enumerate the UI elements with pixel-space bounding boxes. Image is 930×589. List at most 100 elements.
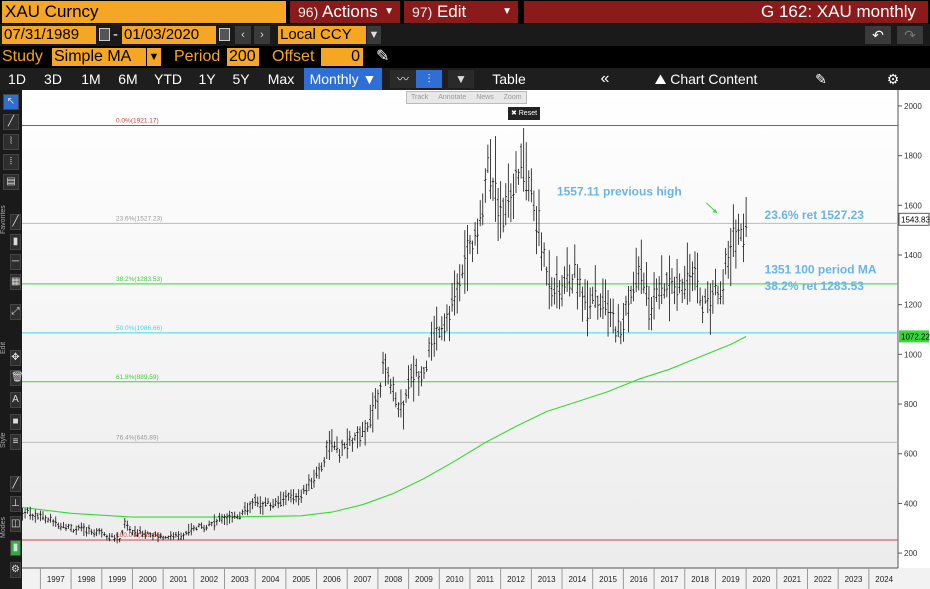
frequency-select[interactable]: Monthly ▼ (304, 68, 382, 90)
period-bar: 1D 3D 1M 6M YTD 1Y 5Y Max Monthly ▼ 〰 ⫶ … (0, 68, 930, 90)
calendar-icon[interactable] (99, 28, 110, 41)
edit-menu[interactable]: 97) Edit ▼ (404, 1, 518, 23)
x-tick-label: 2018 (691, 575, 709, 584)
start-date-input[interactable]: 07/31/1989 (2, 26, 96, 44)
trash-icon[interactable]: 🗑 (10, 370, 24, 386)
graph-title: G 162: XAU monthly (524, 1, 928, 23)
chart-annotation: 23.6% ret 1527.23 (765, 208, 865, 222)
gear-icon[interactable]: ⚙ (10, 562, 21, 578)
chevron-down-icon[interactable]: ▼ (448, 70, 474, 88)
ma-price-label: 1072.22 (901, 332, 930, 341)
band-icon[interactable]: ▦ (10, 274, 21, 290)
fib-level-label: 23.6%(1527.23) (116, 215, 162, 222)
pen-icon[interactable]: ✎ (376, 48, 390, 65)
chart-content-button[interactable]: ⛰ Chart Content (646, 68, 766, 90)
gear-icon[interactable]: ⚙ (886, 71, 900, 87)
actions-menu[interactable]: 96) Actions ▼ (290, 1, 400, 23)
text-icon[interactable]: A (10, 392, 21, 408)
redo-icon[interactable]: ↷ (897, 26, 923, 44)
hline-icon[interactable]: ─ (10, 254, 21, 270)
move-icon[interactable]: ✥ (10, 350, 21, 366)
date-range-bar: 07/31/1989 - 01/03/2020 ‹ › Local CCY ▼ … (0, 24, 930, 46)
y-tick-label: 2000 (904, 102, 922, 111)
fib-level-label: 0.0%(1921.17) (116, 118, 159, 125)
y-tick-label: 1800 (904, 152, 922, 161)
x-tick-label: 2010 (446, 575, 464, 584)
x-tick-label: 2007 (354, 575, 372, 584)
next-range-button[interactable]: › (254, 26, 270, 44)
offset-input[interactable]: 0 (321, 48, 363, 66)
chevron-down-icon[interactable]: ▼ (367, 26, 381, 44)
x-tick-label: 2024 (875, 575, 893, 584)
security-field[interactable]: XAU Curncy (2, 1, 286, 23)
x-tick-label: 2004 (262, 575, 280, 584)
fibonacci-fan-icon[interactable]: ⦙ (3, 154, 19, 170)
bar-chart-icon[interactable]: ⫶ (416, 70, 442, 88)
collapse-icon[interactable]: « (600, 70, 610, 87)
news-button[interactable]: News (476, 94, 494, 101)
track-button[interactable]: Track (411, 94, 429, 101)
x-tick-label: 2021 (783, 575, 801, 584)
y-tick-label: 200 (904, 549, 918, 558)
mode-icon[interactable]: ◫ (10, 516, 21, 532)
chart-area[interactable]: 200 400 600 800 1000 1200 1400 1600 1800 2000 1997… (22, 90, 930, 589)
color-icon[interactable]: ■ (10, 414, 21, 430)
brush-icon[interactable]: ╱ (10, 214, 21, 230)
x-tick-label: 2015 (599, 575, 617, 584)
undo-icon[interactable]: ↶ (865, 26, 891, 44)
x-tick-label: 2013 (538, 575, 556, 584)
period-5y[interactable]: 5Y (232, 71, 250, 87)
period-1d[interactable]: 1D (8, 71, 26, 87)
fib-level-label: 50.0%(1086.66) (116, 325, 162, 332)
period-input[interactable]: 200 (227, 48, 259, 66)
period-1m[interactable]: 1M (81, 71, 101, 87)
fibonacci-icon[interactable]: ⦚ (3, 134, 19, 150)
x-tick-label: 2020 (753, 575, 771, 584)
edit-icon[interactable]: ✎ (815, 71, 827, 87)
reset-button[interactable]: ✖ Reset (508, 107, 540, 120)
trendline-icon[interactable]: ╱ (3, 114, 19, 130)
x-tick-label: 2011 (477, 575, 495, 584)
actions-number: 96) (298, 4, 319, 20)
period-1y[interactable]: 1Y (198, 71, 216, 87)
ma-price-tag (899, 330, 929, 343)
price-chart[interactable]: 200 400 600 800 1000 1200 1400 1600 1800 2000 1997… (22, 90, 930, 589)
period-ytd[interactable]: YTD (154, 71, 182, 87)
draw-icon[interactable]: ╱ (10, 476, 21, 492)
calendar-icon[interactable] (219, 28, 230, 41)
table-button[interactable]: Table (492, 71, 526, 87)
chart-annotation: 38.2% ret 1283.53 (765, 279, 865, 293)
x-tick-label: 1997 (47, 575, 65, 584)
prev-range-button[interactable]: ‹ (235, 26, 251, 44)
y-tick-label: 1200 (904, 301, 922, 310)
mode-green-icon[interactable]: ▮ (10, 540, 21, 556)
chart-content-label: Chart Content (670, 71, 758, 87)
line-style-icon[interactable]: ≡ (10, 434, 21, 450)
chevron-down-icon[interactable]: ▼ (147, 48, 161, 66)
x-tick-label: 2003 (231, 575, 249, 584)
x-tick-label: 2000 (139, 575, 157, 584)
fib-level-label: 100.0%(252.55) (116, 532, 162, 539)
x-tick-label: 2023 (845, 575, 863, 584)
line-chart-icon[interactable]: 〰 (390, 70, 416, 88)
period-6m[interactable]: 6M (118, 71, 138, 87)
chart-content-icon: ⛰ (654, 71, 667, 87)
channel-icon[interactable]: ▤ (3, 174, 19, 190)
measure-icon[interactable]: ⊥ (10, 496, 21, 512)
x-tick-label: 1999 (108, 575, 126, 584)
annotation-arrowhead (712, 209, 717, 213)
currency-select[interactable]: Local CCY (278, 26, 366, 44)
end-date-input[interactable]: 01/03/2020 (122, 26, 216, 44)
period-max[interactable]: Max (267, 71, 295, 87)
cursor-icon[interactable]: ↖ (3, 94, 19, 110)
zoom-button[interactable]: Zoom (503, 94, 522, 101)
x-tick-label: 2019 (722, 575, 740, 584)
annotate-button[interactable]: Annotate (438, 94, 467, 101)
period-3d[interactable]: 3D (44, 71, 62, 87)
chart-annotation: 1351 100 period MA (765, 263, 877, 277)
expand-icon[interactable]: ⤢ (10, 304, 21, 320)
x-tick-label: 2022 (814, 575, 832, 584)
marker-icon[interactable]: ▮ (10, 234, 21, 250)
chevron-down-icon: ▼ (502, 6, 512, 17)
study-select[interactable]: Simple MA (52, 48, 146, 66)
